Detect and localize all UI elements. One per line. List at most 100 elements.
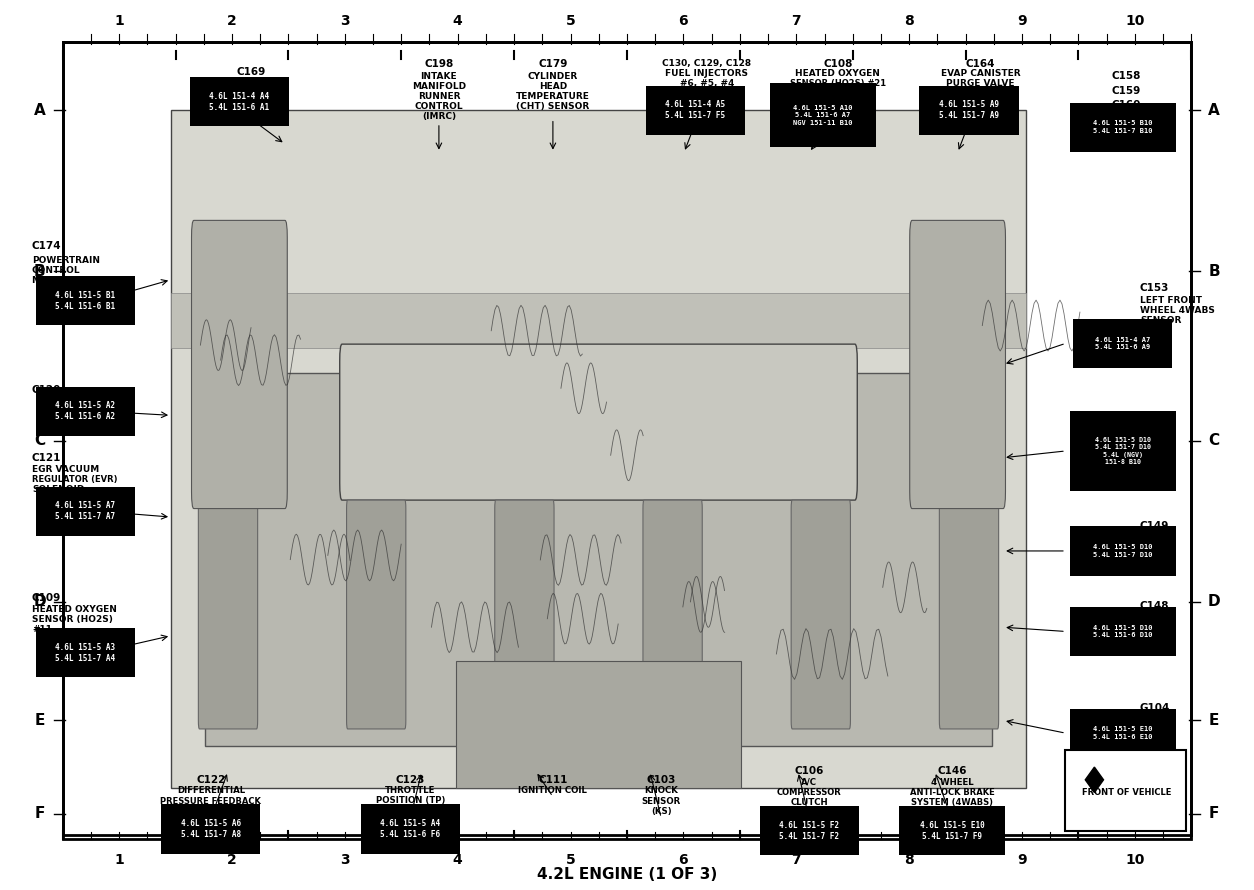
Text: EVAP CANISTER: EVAP CANISTER <box>940 69 1021 78</box>
Text: HEATED OXYGEN: HEATED OXYGEN <box>795 69 880 78</box>
Text: 2: 2 <box>227 854 237 868</box>
Text: 4.6L 151-5 D10
5.4L 151-7 D10
5.4L (NGV)
151-8 B10: 4.6L 151-5 D10 5.4L 151-7 D10 5.4L (NGV)… <box>1095 437 1151 465</box>
Text: 4.6L 151-5 F2
5.4L 151-7 F2: 4.6L 151-5 F2 5.4L 151-7 F2 <box>779 821 839 841</box>
FancyBboxPatch shape <box>340 344 858 500</box>
Text: F: F <box>1209 806 1219 821</box>
Text: 4.6L 151-5 A7
5.4L 151-7 A7: 4.6L 151-5 A7 5.4L 151-7 A7 <box>55 501 115 522</box>
Text: #6, #5, #4: #6, #5, #4 <box>680 79 734 88</box>
Text: POWERTRAIN: POWERTRAIN <box>31 255 100 264</box>
Text: C108: C108 <box>823 59 853 69</box>
FancyBboxPatch shape <box>1070 526 1176 576</box>
Text: 1: 1 <box>114 14 124 28</box>
Text: C149: C149 <box>1140 521 1170 530</box>
Bar <box>171 110 1026 789</box>
Text: C174: C174 <box>31 241 61 251</box>
FancyBboxPatch shape <box>939 500 998 729</box>
Text: FRONT OF VEHICLE: FRONT OF VEHICLE <box>1082 788 1171 797</box>
Text: 4.6L 151-4 A4
5.4L 151-6 A1: 4.6L 151-4 A4 5.4L 151-6 A1 <box>209 92 270 112</box>
FancyBboxPatch shape <box>361 805 460 854</box>
FancyBboxPatch shape <box>760 806 859 855</box>
FancyBboxPatch shape <box>919 85 1018 134</box>
Text: 8: 8 <box>904 14 914 28</box>
Text: C111: C111 <box>538 775 568 785</box>
Bar <box>63 43 1191 839</box>
FancyBboxPatch shape <box>495 500 554 729</box>
Text: COMPRESSOR: COMPRESSOR <box>777 788 841 797</box>
Text: 6: 6 <box>678 14 688 28</box>
Text: 5: 5 <box>566 14 576 28</box>
Text: 4.6L 151-4 A5
5.4L 151-7 F5: 4.6L 151-4 A5 5.4L 151-7 F5 <box>666 101 726 120</box>
Text: 4.6L 151-5 E10
5.4L 151-7 F9: 4.6L 151-5 E10 5.4L 151-7 F9 <box>919 821 984 841</box>
Text: C150: C150 <box>1140 415 1170 425</box>
Text: C164: C164 <box>966 59 996 69</box>
Text: 4.6L 151-5 E10
5.4L 151-6 E10: 4.6L 151-5 E10 5.4L 151-6 E10 <box>1093 726 1152 740</box>
Text: C122: C122 <box>196 775 226 785</box>
Text: REGULATOR (EVR): REGULATOR (EVR) <box>31 475 118 484</box>
Text: 6: 6 <box>678 854 688 868</box>
Text: 4.2L ENGINE (1 OF 3): 4.2L ENGINE (1 OF 3) <box>537 867 717 882</box>
Bar <box>206 373 992 746</box>
Text: B: B <box>34 263 45 279</box>
Polygon shape <box>1085 767 1104 792</box>
Text: #11: #11 <box>31 626 51 635</box>
Text: CONTROL: CONTROL <box>415 102 463 111</box>
Text: 7: 7 <box>791 854 801 868</box>
Text: 4.6L 151-5 A9
5.4L 151-7 A9: 4.6L 151-5 A9 5.4L 151-7 A9 <box>939 101 999 120</box>
Text: 4.6L 151-5 B1
5.4L 151-6 B1: 4.6L 151-5 B1 5.4L 151-6 B1 <box>55 291 115 311</box>
FancyBboxPatch shape <box>36 487 135 536</box>
FancyBboxPatch shape <box>198 500 257 729</box>
Text: C103: C103 <box>647 775 676 785</box>
Text: C179: C179 <box>538 59 568 69</box>
Text: 4.6L 151-5 D10
5.4L 151-7 D10: 4.6L 151-5 D10 5.4L 151-7 D10 <box>1093 544 1152 558</box>
Text: 4.6L 151-5 B10
5.4L 151-7 B10: 4.6L 151-5 B10 5.4L 151-7 B10 <box>1093 120 1152 134</box>
FancyBboxPatch shape <box>36 276 135 326</box>
FancyBboxPatch shape <box>1066 750 1186 830</box>
Text: INTAKE: INTAKE <box>420 72 458 81</box>
FancyBboxPatch shape <box>162 805 261 854</box>
Text: A: A <box>34 102 46 117</box>
Text: LEFT FRONT: LEFT FRONT <box>1140 295 1203 304</box>
Text: SENSOR (HO2S): SENSOR (HO2S) <box>31 615 113 624</box>
Text: C160: C160 <box>1111 100 1141 110</box>
Text: C120: C120 <box>31 384 61 395</box>
Text: C123: C123 <box>396 775 425 785</box>
Text: (KS): (KS) <box>651 806 671 815</box>
Text: B: B <box>1209 263 1220 279</box>
Text: C146: C146 <box>937 766 967 776</box>
Text: C153: C153 <box>1140 283 1170 293</box>
Text: MODULE: MODULE <box>932 808 972 817</box>
FancyBboxPatch shape <box>1070 708 1176 757</box>
Text: 4 WHEEL: 4 WHEEL <box>930 778 973 787</box>
Text: 9: 9 <box>1017 854 1027 868</box>
Text: 7: 7 <box>791 14 801 28</box>
Text: ANTI-LOCK BRAKE: ANTI-LOCK BRAKE <box>909 788 994 797</box>
Text: (CHT) SENSOR: (CHT) SENSOR <box>517 102 589 111</box>
Text: SOLENOID: SOLENOID <box>785 808 834 817</box>
Text: 10: 10 <box>1125 854 1145 868</box>
FancyBboxPatch shape <box>36 628 135 677</box>
Text: D: D <box>1208 595 1220 610</box>
FancyBboxPatch shape <box>1070 411 1176 490</box>
Text: EGR VACUUM: EGR VACUUM <box>31 465 99 474</box>
FancyBboxPatch shape <box>643 500 702 729</box>
FancyBboxPatch shape <box>36 386 135 436</box>
Text: WHEEL 4WABS: WHEEL 4WABS <box>1140 306 1215 315</box>
Text: THROTTLE: THROTTLE <box>385 787 435 796</box>
Text: 5: 5 <box>566 854 576 868</box>
Text: MODULE (PCM): MODULE (PCM) <box>31 276 109 285</box>
Text: C: C <box>34 433 45 449</box>
Text: MANIFOLD: MANIFOLD <box>411 82 466 91</box>
Text: 4.6L 151-5 D10
5.4L 151-6 D10: 4.6L 151-5 D10 5.4L 151-6 D10 <box>1093 625 1152 638</box>
Text: SENSOR: SENSOR <box>391 806 430 815</box>
Text: 4.6L 151-5 A3
5.4L 151-7 A4: 4.6L 151-5 A3 5.4L 151-7 A4 <box>55 643 115 663</box>
Bar <box>456 661 741 789</box>
Text: 10: 10 <box>1125 14 1145 28</box>
Text: C158: C158 <box>1111 71 1141 81</box>
Bar <box>171 294 1026 347</box>
Text: RUNNER: RUNNER <box>418 93 460 101</box>
FancyBboxPatch shape <box>192 221 287 508</box>
Text: DIFFERENTIAL: DIFFERENTIAL <box>177 787 245 796</box>
Text: C130, C129, C128: C130, C129, C128 <box>662 59 751 68</box>
Text: HEAD: HEAD <box>539 82 567 91</box>
Text: C121: C121 <box>31 453 61 463</box>
